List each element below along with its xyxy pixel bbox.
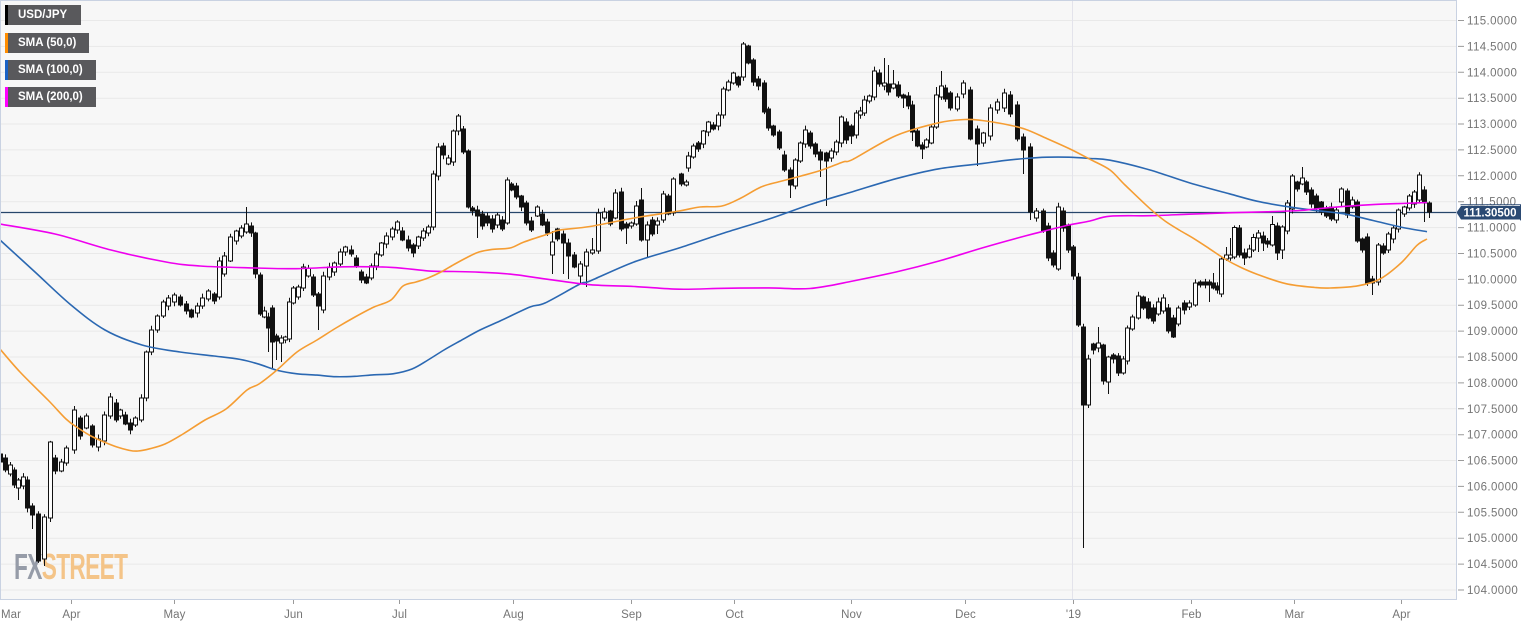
svg-text:106.0000: 106.0000 [1467, 481, 1518, 493]
svg-text:105.0000: 105.0000 [1467, 533, 1518, 545]
svg-text:113.5000: 113.5000 [1467, 93, 1517, 105]
svg-text:104.5000: 104.5000 [1467, 559, 1518, 571]
svg-text:114.5000: 114.5000 [1467, 41, 1517, 53]
svg-text:Mar: Mar [1, 609, 21, 621]
svg-text:May: May [163, 609, 185, 621]
svg-text:Apr: Apr [1392, 609, 1410, 621]
svg-text:107.0000: 107.0000 [1467, 430, 1518, 442]
svg-text:Aug: Aug [503, 609, 524, 621]
svg-text:109.5000: 109.5000 [1467, 300, 1518, 312]
svg-text:115.0000: 115.0000 [1467, 16, 1517, 28]
svg-text:'19: '19 [1066, 609, 1081, 621]
svg-text:107.5000: 107.5000 [1467, 404, 1518, 416]
svg-text:110.0000: 110.0000 [1467, 274, 1517, 286]
svg-text:105.5000: 105.5000 [1467, 507, 1518, 519]
svg-text:Oct: Oct [725, 609, 744, 621]
svg-text:111.30500: 111.30500 [1463, 208, 1516, 220]
svg-text:104.0000: 104.0000 [1467, 585, 1518, 597]
svg-text:112.5000: 112.5000 [1467, 145, 1517, 157]
svg-text:108.5000: 108.5000 [1467, 352, 1518, 364]
svg-text:Nov: Nov [841, 609, 862, 621]
svg-text:109.0000: 109.0000 [1467, 326, 1518, 338]
svg-text:Dec: Dec [955, 609, 976, 621]
svg-text:106.5000: 106.5000 [1467, 456, 1518, 468]
svg-text:108.0000: 108.0000 [1467, 378, 1518, 390]
svg-text:113.0000: 113.0000 [1467, 119, 1517, 131]
svg-text:Apr: Apr [62, 609, 80, 621]
svg-text:FXSTREET: FXSTREET [14, 548, 128, 587]
svg-text:110.5000: 110.5000 [1467, 249, 1517, 261]
svg-text:Jul: Jul [392, 609, 407, 621]
svg-text:112.0000: 112.0000 [1467, 171, 1517, 183]
svg-text:114.0000: 114.0000 [1467, 67, 1517, 79]
svg-text:Jun: Jun [284, 609, 303, 621]
svg-text:111.5000: 111.5000 [1467, 197, 1516, 209]
svg-text:Mar: Mar [1284, 609, 1304, 621]
svg-text:111.0000: 111.0000 [1467, 223, 1516, 235]
svg-text:Sep: Sep [621, 609, 642, 621]
svg-text:Feb: Feb [1181, 609, 1201, 621]
